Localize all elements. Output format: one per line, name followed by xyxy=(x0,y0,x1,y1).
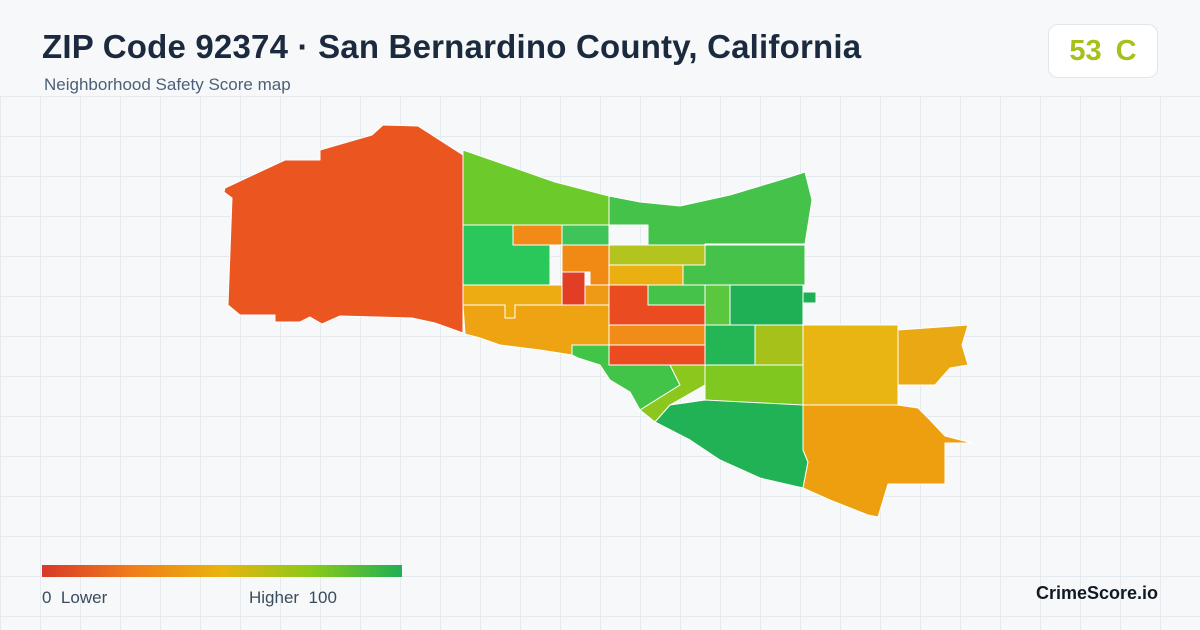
map-region-yellow-east[interactable] xyxy=(802,324,899,406)
legend-low-text: Lower xyxy=(60,588,108,607)
map-region-green-south-west[interactable] xyxy=(571,344,681,411)
safety-score-grade: C xyxy=(1115,34,1137,67)
map-region-yellow-orange-strip[interactable] xyxy=(608,264,684,286)
safety-score-value: 53 xyxy=(1069,34,1102,67)
page-title: ZIP Code 92374 · San Bernardino County, … xyxy=(42,28,862,65)
brand-logo-text: CrimeScore.io xyxy=(1036,583,1159,603)
map-region-north-green[interactable] xyxy=(462,149,610,226)
map-region-green-east-small[interactable] xyxy=(704,284,731,326)
map-region-orange-upper[interactable] xyxy=(512,224,563,246)
legend-min-label: 0 Lower xyxy=(42,588,107,608)
map-region-orange-center[interactable] xyxy=(608,324,706,346)
legend-max-label: Higher 100 xyxy=(249,588,337,608)
map-region-northeast-large[interactable] xyxy=(608,171,813,246)
safety-score-badge: 53 C xyxy=(1048,24,1158,78)
legend-high-text: Higher xyxy=(249,588,300,607)
map-region-orange-small[interactable] xyxy=(584,284,610,306)
safety-legend-gradient xyxy=(42,565,402,577)
map-region-olive-mid-east[interactable] xyxy=(754,324,804,366)
map-region-red-small[interactable] xyxy=(561,271,586,306)
map-region-red-band[interactable] xyxy=(608,344,706,366)
legend-min-value: 0 xyxy=(42,588,52,607)
map-region-west-large[interactable] xyxy=(223,124,464,334)
map-region-green-mid-east[interactable] xyxy=(704,324,756,366)
map-region-olive-strip[interactable] xyxy=(608,244,706,266)
legend-max-value: 100 xyxy=(308,588,337,607)
map-region-green-strip[interactable] xyxy=(561,224,610,246)
map-region-orange-southeast[interactable] xyxy=(802,404,973,518)
page-subtitle: Neighborhood Safety Score map xyxy=(44,75,291,94)
map-region-darkgreen-east[interactable] xyxy=(729,284,817,326)
map-region-lime-south[interactable] xyxy=(704,364,804,406)
map-region-green-south[interactable] xyxy=(654,399,809,489)
map-region-amber-far-east[interactable] xyxy=(897,324,969,386)
